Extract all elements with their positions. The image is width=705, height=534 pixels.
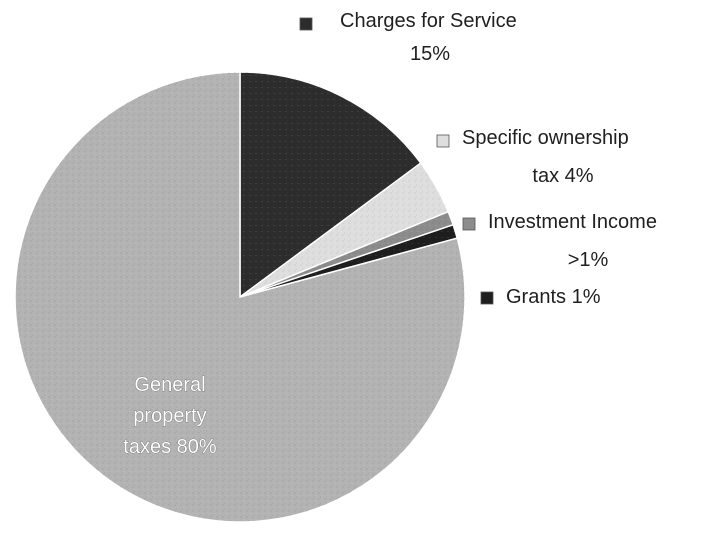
slice-label-ownership-line-2: tax 4% xyxy=(532,165,593,187)
slice-label-charges-line-2: 15% xyxy=(410,43,450,65)
slice-label-investment-line-1: Investment Income xyxy=(488,211,657,233)
pie-slice-texture-ownership xyxy=(240,163,449,297)
slice-label-grants-line-1: Grants 1% xyxy=(506,286,601,308)
pie-slice-texture-general xyxy=(14,72,465,522)
slice-label-ownership-line-1: Specific ownership xyxy=(462,127,629,149)
slice-label-general-line-3: taxes 80% xyxy=(123,436,217,458)
legend-marker-grants xyxy=(480,291,494,305)
legend-marker-charges xyxy=(299,17,313,31)
legend-marker-ownership xyxy=(436,134,450,148)
pie-slice-texture-grants xyxy=(240,224,458,297)
slice-label-investment-line-2: >1% xyxy=(568,249,609,271)
slice-label-general-line-1: General xyxy=(134,374,205,396)
slice-label-charges-line-1: Charges for Service xyxy=(340,10,517,32)
slice-label-general-line-2: property xyxy=(133,405,206,427)
legend-marker-investment xyxy=(462,217,476,231)
pie-slice-texture-investment xyxy=(240,211,454,297)
pie-slice-texture-charges xyxy=(240,72,421,297)
